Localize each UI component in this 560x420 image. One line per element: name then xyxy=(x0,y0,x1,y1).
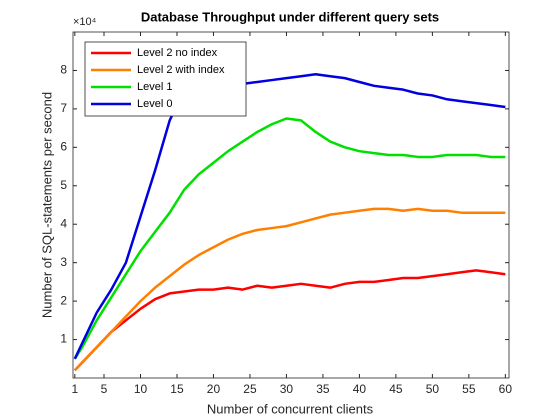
legend-label: Level 2 no index xyxy=(137,47,218,59)
x-tick-label: 30 xyxy=(280,382,294,396)
x-tick-label: 25 xyxy=(243,382,257,396)
y-multiplier: ×10⁴ xyxy=(73,16,97,28)
legend-label: Level 1 xyxy=(137,81,172,93)
x-tick-label: 5 xyxy=(101,382,108,396)
chart-title: Database Throughput under different quer… xyxy=(141,9,439,24)
x-axis-label: Number of concurrent clients xyxy=(207,401,374,416)
series-line xyxy=(73,269,506,372)
x-tick-label: 50 xyxy=(426,382,440,396)
y-tick-label: 1 xyxy=(60,332,67,346)
x-tick-label: 40 xyxy=(353,382,367,396)
y-tick-label: 3 xyxy=(60,255,67,269)
x-tick-label: 20 xyxy=(207,382,221,396)
legend-label: Level 0 xyxy=(137,98,172,110)
y-tick-label: 6 xyxy=(60,140,67,154)
series-line xyxy=(73,117,506,360)
x-tick-label: 60 xyxy=(499,382,513,396)
y-tick-label: 7 xyxy=(60,101,67,115)
series-line xyxy=(73,73,506,360)
y-tick-label: 2 xyxy=(60,293,67,307)
y-axis-label: Number of SQL-statements per second xyxy=(39,92,54,318)
y-tick-label: 8 xyxy=(60,63,67,77)
x-tick-label: 45 xyxy=(389,382,403,396)
x-tick-label: 10 xyxy=(134,382,148,396)
y-tick-label: 4 xyxy=(60,216,67,230)
x-tick-label: 35 xyxy=(316,382,330,396)
x-tick-label: 15 xyxy=(170,382,184,396)
x-tick-label: 55 xyxy=(462,382,476,396)
series-line xyxy=(73,207,506,372)
y-tick-label: 5 xyxy=(60,178,67,192)
legend-label: Level 2 with index xyxy=(137,64,225,76)
x-tick-label: 1 xyxy=(71,382,78,396)
